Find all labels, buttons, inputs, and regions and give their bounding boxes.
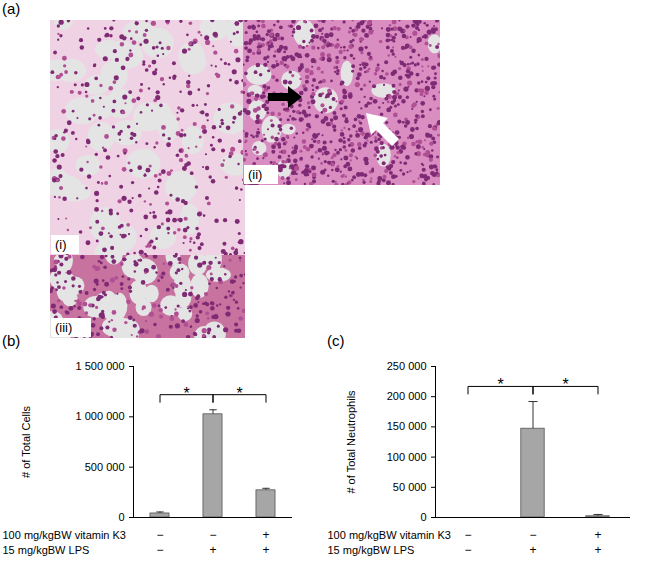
- svg-text:*: *: [497, 376, 503, 393]
- svg-text:++: ++: [262, 528, 269, 558]
- svg-text:# of Total Cells: # of Total Cells: [20, 406, 32, 478]
- svg-text:−+: −+: [529, 528, 536, 558]
- svg-text:1 500 000: 1 500 000: [76, 360, 125, 372]
- html-text:(b): (b): [2, 332, 21, 349]
- svg-text:500 000: 500 000: [85, 461, 125, 473]
- svg-text:−+: −+: [209, 528, 216, 558]
- svg-text:100 mg/kgBW vitamin K315 mg/kg: 100 mg/kgBW vitamin K315 mg/kgBW LPS: [328, 529, 452, 557]
- svg-text:*: *: [236, 385, 242, 402]
- svg-text:−−: −−: [156, 528, 163, 558]
- svg-text:*: *: [183, 385, 189, 402]
- svg-text:100 mg/kgBW vitamin K315 mg/kg: 100 mg/kgBW vitamin K315 mg/kgBW LPS: [3, 529, 127, 557]
- html-text:(c): (c): [327, 332, 345, 349]
- svg-text:0: 0: [118, 511, 124, 523]
- svg-text:−−: −−: [464, 528, 471, 558]
- svg-text:++: ++: [594, 528, 601, 558]
- svg-text:(i): (i): [55, 237, 67, 252]
- svg-text:50 000: 50 000: [393, 481, 427, 493]
- svg-text:*: *: [562, 376, 568, 393]
- svg-text:150 000: 150 000: [387, 420, 427, 432]
- svg-text:# of Total Neutrophils: # of Total Neutrophils: [345, 390, 357, 494]
- svg-text:200 000: 200 000: [387, 390, 427, 402]
- svg-text:0: 0: [420, 511, 426, 523]
- html-text:(a): (a): [2, 0, 21, 17]
- svg-text:250 000: 250 000: [387, 360, 427, 372]
- svg-text:100 000: 100 000: [387, 451, 427, 463]
- svg-text:(iii): (iii): [55, 320, 72, 335]
- svg-text:(ii): (ii): [248, 167, 262, 182]
- svg-text:1 000 000: 1 000 000: [76, 410, 125, 422]
